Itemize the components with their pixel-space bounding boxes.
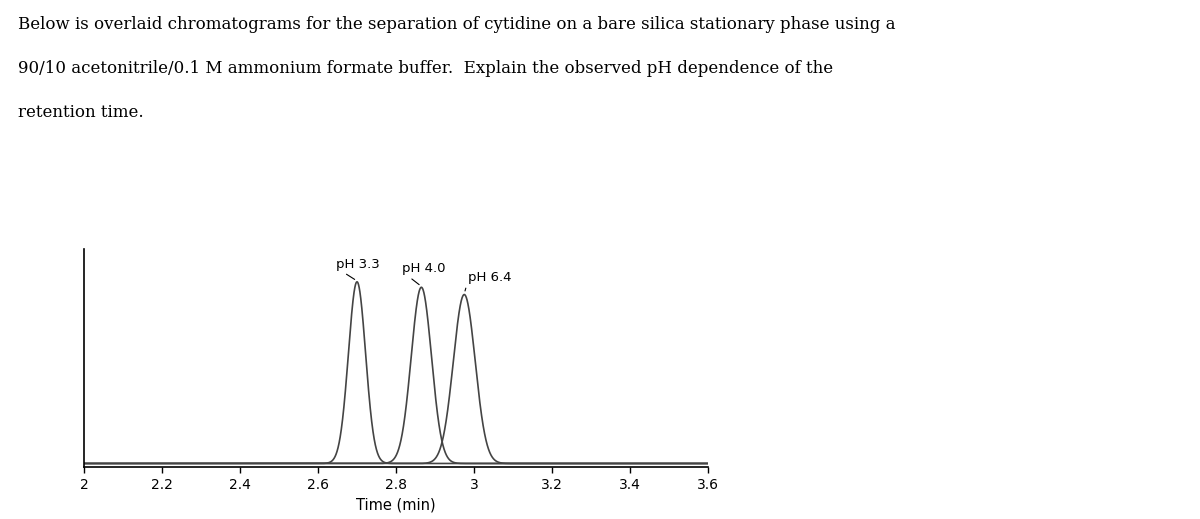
Text: retention time.: retention time.	[18, 104, 144, 121]
Text: pH 4.0: pH 4.0	[402, 263, 445, 276]
Text: 90/10 acetonitrile/0.1 M ammonium formate buffer.  Explain the observed pH depen: 90/10 acetonitrile/0.1 M ammonium format…	[18, 60, 833, 77]
Text: Below is overlaid chromatograms for the separation of cytidine on a bare silica : Below is overlaid chromatograms for the …	[18, 16, 895, 33]
Text: pH 6.4: pH 6.4	[468, 270, 511, 283]
Text: pH 3.3: pH 3.3	[336, 258, 379, 271]
X-axis label: Time (min): Time (min)	[356, 497, 436, 512]
